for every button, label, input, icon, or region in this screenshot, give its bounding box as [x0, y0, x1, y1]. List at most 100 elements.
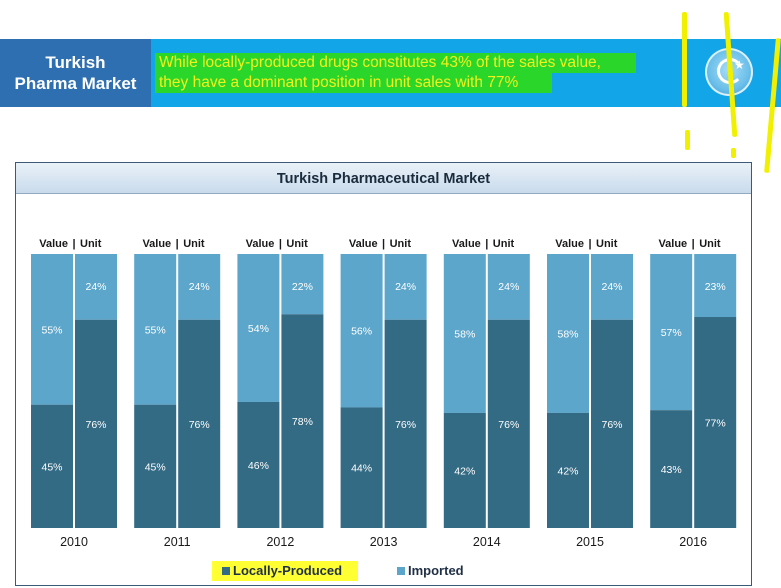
sub-label-separator-2015: | — [588, 238, 591, 250]
banner-title: Turkish Pharma Market — [0, 39, 151, 107]
annotation-mark-1 — [682, 12, 687, 107]
sub-label-unit-2011: Unit — [183, 238, 205, 250]
sub-label-value-2010: Value — [39, 238, 68, 250]
bar-local-unit-2010 — [75, 319, 117, 528]
bar-local-value-2016 — [650, 410, 693, 528]
x-tick-label-2016: 2016 — [679, 535, 707, 549]
bar-local-value-2010 — [31, 404, 73, 528]
banner-title-line2: Pharma Market — [14, 74, 137, 93]
data-label-imported-unit-2013: 24% — [395, 281, 416, 293]
data-label-imported-value-2013: 56% — [351, 326, 372, 338]
legend-swatch-imported — [397, 567, 405, 575]
bar-imported-unit-2010 — [75, 254, 117, 320]
bar-imported-value-2010 — [31, 254, 73, 405]
data-label-imported-unit-2011: 24% — [189, 281, 210, 293]
data-label-local-unit-2011: 76% — [189, 419, 210, 431]
data-label-imported-value-2015: 58% — [557, 328, 578, 340]
x-tick-label-2011: 2011 — [164, 535, 191, 549]
legend-label-local: Locally-Produced — [233, 563, 343, 578]
bar-local-unit-2014 — [487, 319, 530, 528]
data-label-local-value-2013: 44% — [351, 463, 372, 475]
bar-local-value-2015 — [547, 412, 589, 528]
x-tick-label-2012: 2012 — [266, 535, 294, 549]
banner-highlight-2 — [155, 73, 552, 93]
sub-label-value-2016: Value — [658, 238, 687, 250]
data-label-imported-unit-2010: 24% — [85, 281, 106, 293]
bar-imported-unit-2011 — [178, 254, 221, 320]
bar-imported-unit-2015 — [591, 254, 633, 320]
bar-local-unit-2012 — [281, 314, 324, 528]
sub-label-separator-2016: | — [692, 238, 695, 250]
bar-imported-value-2015 — [547, 254, 589, 413]
legend-item-imported: Imported — [397, 563, 464, 578]
bar-imported-unit-2012 — [281, 254, 324, 315]
x-tick-label-2013: 2013 — [370, 535, 398, 549]
legend-item-local: Locally-Produced — [222, 563, 342, 578]
bar-local-value-2012 — [237, 401, 280, 528]
sub-label-unit-2016: Unit — [699, 238, 721, 250]
chart-panel — [15, 162, 752, 586]
data-label-local-unit-2013: 76% — [395, 419, 416, 431]
data-label-imported-value-2016: 57% — [661, 327, 682, 339]
banner-highlight-1 — [155, 53, 636, 73]
sub-label-separator-2012: | — [279, 238, 282, 250]
data-label-local-value-2014: 42% — [454, 465, 475, 477]
bar-local-unit-2015 — [591, 319, 633, 528]
sub-label-separator-2014: | — [485, 238, 488, 250]
annotation-mark-2 — [685, 130, 690, 150]
sub-label-unit-2013: Unit — [390, 238, 412, 250]
bar-local-value-2013 — [340, 407, 383, 528]
data-label-local-unit-2016: 77% — [705, 418, 726, 430]
data-label-imported-unit-2014: 24% — [498, 281, 519, 293]
sub-label-separator-2011: | — [176, 238, 179, 250]
data-label-local-value-2015: 42% — [557, 465, 578, 477]
data-label-local-unit-2014: 76% — [498, 419, 519, 431]
data-label-imported-unit-2015: 24% — [601, 281, 622, 293]
bar-imported-value-2014 — [443, 254, 486, 413]
bar-local-value-2011 — [134, 404, 177, 528]
bar-imported-value-2013 — [340, 254, 383, 408]
data-label-imported-unit-2012: 22% — [292, 281, 313, 293]
data-label-local-value-2010: 45% — [41, 461, 62, 473]
legend-highlight — [212, 561, 358, 581]
sub-label-separator-2010: | — [72, 238, 75, 250]
data-label-local-unit-2012: 78% — [292, 416, 313, 428]
sub-label-unit-2014: Unit — [493, 238, 515, 250]
bar-local-unit-2011 — [178, 319, 221, 528]
sub-label-value-2015: Value — [555, 238, 584, 250]
sub-label-value-2014: Value — [452, 238, 481, 250]
sub-label-unit-2015: Unit — [596, 238, 618, 250]
x-tick-label-2010: 2010 — [60, 535, 88, 549]
data-label-imported-value-2014: 58% — [454, 328, 475, 340]
star-icon: ★ — [734, 58, 745, 72]
bar-local-value-2014 — [443, 412, 486, 528]
sub-label-unit-2012: Unit — [286, 238, 308, 250]
sub-label-unit-2010: Unit — [80, 238, 102, 250]
bar-imported-unit-2016 — [694, 254, 737, 318]
bar-local-unit-2016 — [694, 317, 737, 528]
sub-label-separator-2013: | — [382, 238, 385, 250]
bar-imported-value-2011 — [134, 254, 177, 405]
data-label-imported-value-2010: 55% — [41, 324, 62, 336]
chart-title: Turkish Pharmaceutical Market — [16, 163, 751, 194]
legend-label-imported: Imported — [408, 563, 464, 578]
sub-label-value-2012: Value — [246, 238, 275, 250]
data-label-imported-value-2011: 55% — [145, 324, 166, 336]
bar-imported-unit-2013 — [384, 254, 427, 320]
data-label-local-unit-2015: 76% — [601, 419, 622, 431]
data-label-local-value-2016: 43% — [661, 464, 682, 476]
banner-title-line1: Turkish — [45, 53, 106, 72]
bar-imported-unit-2014 — [487, 254, 530, 320]
data-label-local-value-2012: 46% — [248, 460, 269, 472]
data-label-imported-unit-2016: 23% — [705, 281, 726, 293]
sub-label-value-2011: Value — [142, 238, 171, 250]
bar-imported-value-2012 — [237, 254, 280, 402]
data-label-local-value-2011: 45% — [145, 461, 166, 473]
banner-message-line2: they have a dominant position in unit sa… — [159, 74, 519, 91]
bar-imported-value-2016 — [650, 254, 693, 411]
bar-local-unit-2013 — [384, 319, 427, 528]
legend-swatch-local — [222, 567, 230, 575]
x-tick-label-2015: 2015 — [576, 535, 604, 549]
data-label-imported-value-2012: 54% — [248, 323, 269, 335]
